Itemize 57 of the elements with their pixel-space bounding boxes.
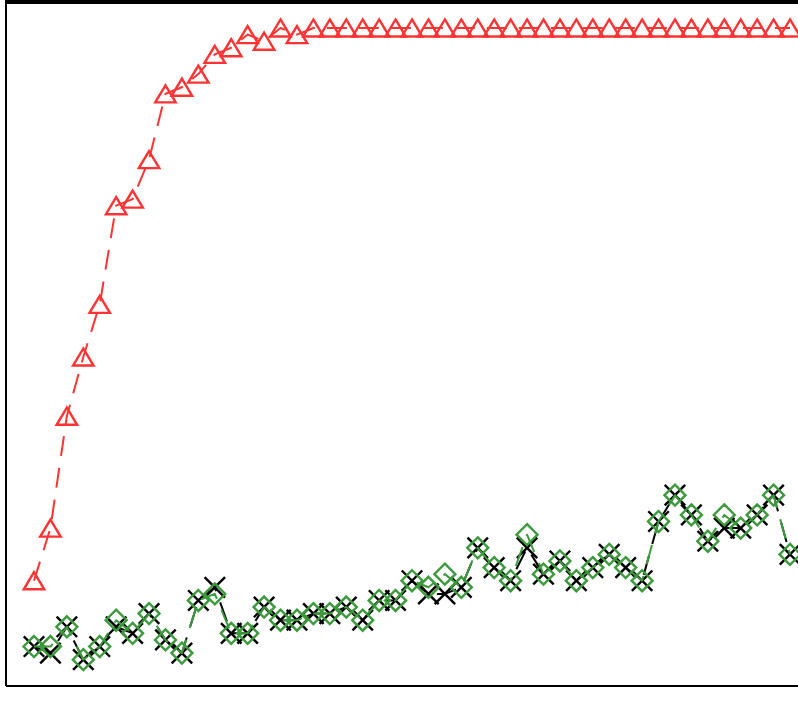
point bbox=[104, 608, 128, 632]
point bbox=[532, 18, 555, 38]
point bbox=[597, 18, 621, 38]
point bbox=[679, 18, 703, 38]
point bbox=[548, 18, 572, 38]
point bbox=[104, 615, 128, 639]
point bbox=[71, 347, 95, 367]
point bbox=[745, 18, 769, 38]
point bbox=[137, 149, 161, 170]
point bbox=[515, 522, 539, 547]
point bbox=[154, 84, 177, 104]
point bbox=[729, 18, 753, 38]
point bbox=[186, 64, 210, 84]
point bbox=[351, 18, 375, 38]
point bbox=[630, 18, 654, 38]
point bbox=[762, 18, 786, 38]
point bbox=[170, 77, 194, 97]
point bbox=[334, 18, 358, 38]
point bbox=[236, 24, 260, 45]
point bbox=[269, 18, 292, 38]
point bbox=[367, 18, 391, 38]
point bbox=[301, 18, 325, 38]
point bbox=[696, 18, 720, 38]
point bbox=[416, 18, 440, 38]
point bbox=[564, 18, 588, 38]
point bbox=[433, 562, 457, 586]
point bbox=[712, 18, 736, 38]
point bbox=[38, 518, 62, 538]
point bbox=[515, 18, 539, 38]
point bbox=[318, 18, 342, 38]
point bbox=[400, 18, 424, 38]
point bbox=[581, 18, 605, 38]
point bbox=[449, 18, 473, 38]
point bbox=[416, 575, 441, 599]
point bbox=[203, 575, 227, 599]
point bbox=[121, 189, 145, 209]
point bbox=[466, 18, 490, 38]
point bbox=[499, 18, 523, 38]
point bbox=[515, 536, 539, 560]
point bbox=[614, 18, 638, 38]
point bbox=[647, 18, 670, 38]
point bbox=[433, 18, 457, 38]
point bbox=[384, 18, 408, 38]
point bbox=[38, 634, 63, 659]
point bbox=[482, 18, 506, 38]
point bbox=[55, 406, 79, 426]
point bbox=[203, 582, 227, 606]
point bbox=[104, 195, 128, 216]
point bbox=[22, 570, 46, 591]
point bbox=[712, 503, 736, 527]
point bbox=[252, 31, 276, 51]
point bbox=[219, 38, 243, 58]
point bbox=[285, 24, 309, 45]
point bbox=[39, 641, 62, 665]
point bbox=[88, 294, 112, 315]
point bbox=[663, 18, 687, 38]
point bbox=[203, 44, 227, 65]
